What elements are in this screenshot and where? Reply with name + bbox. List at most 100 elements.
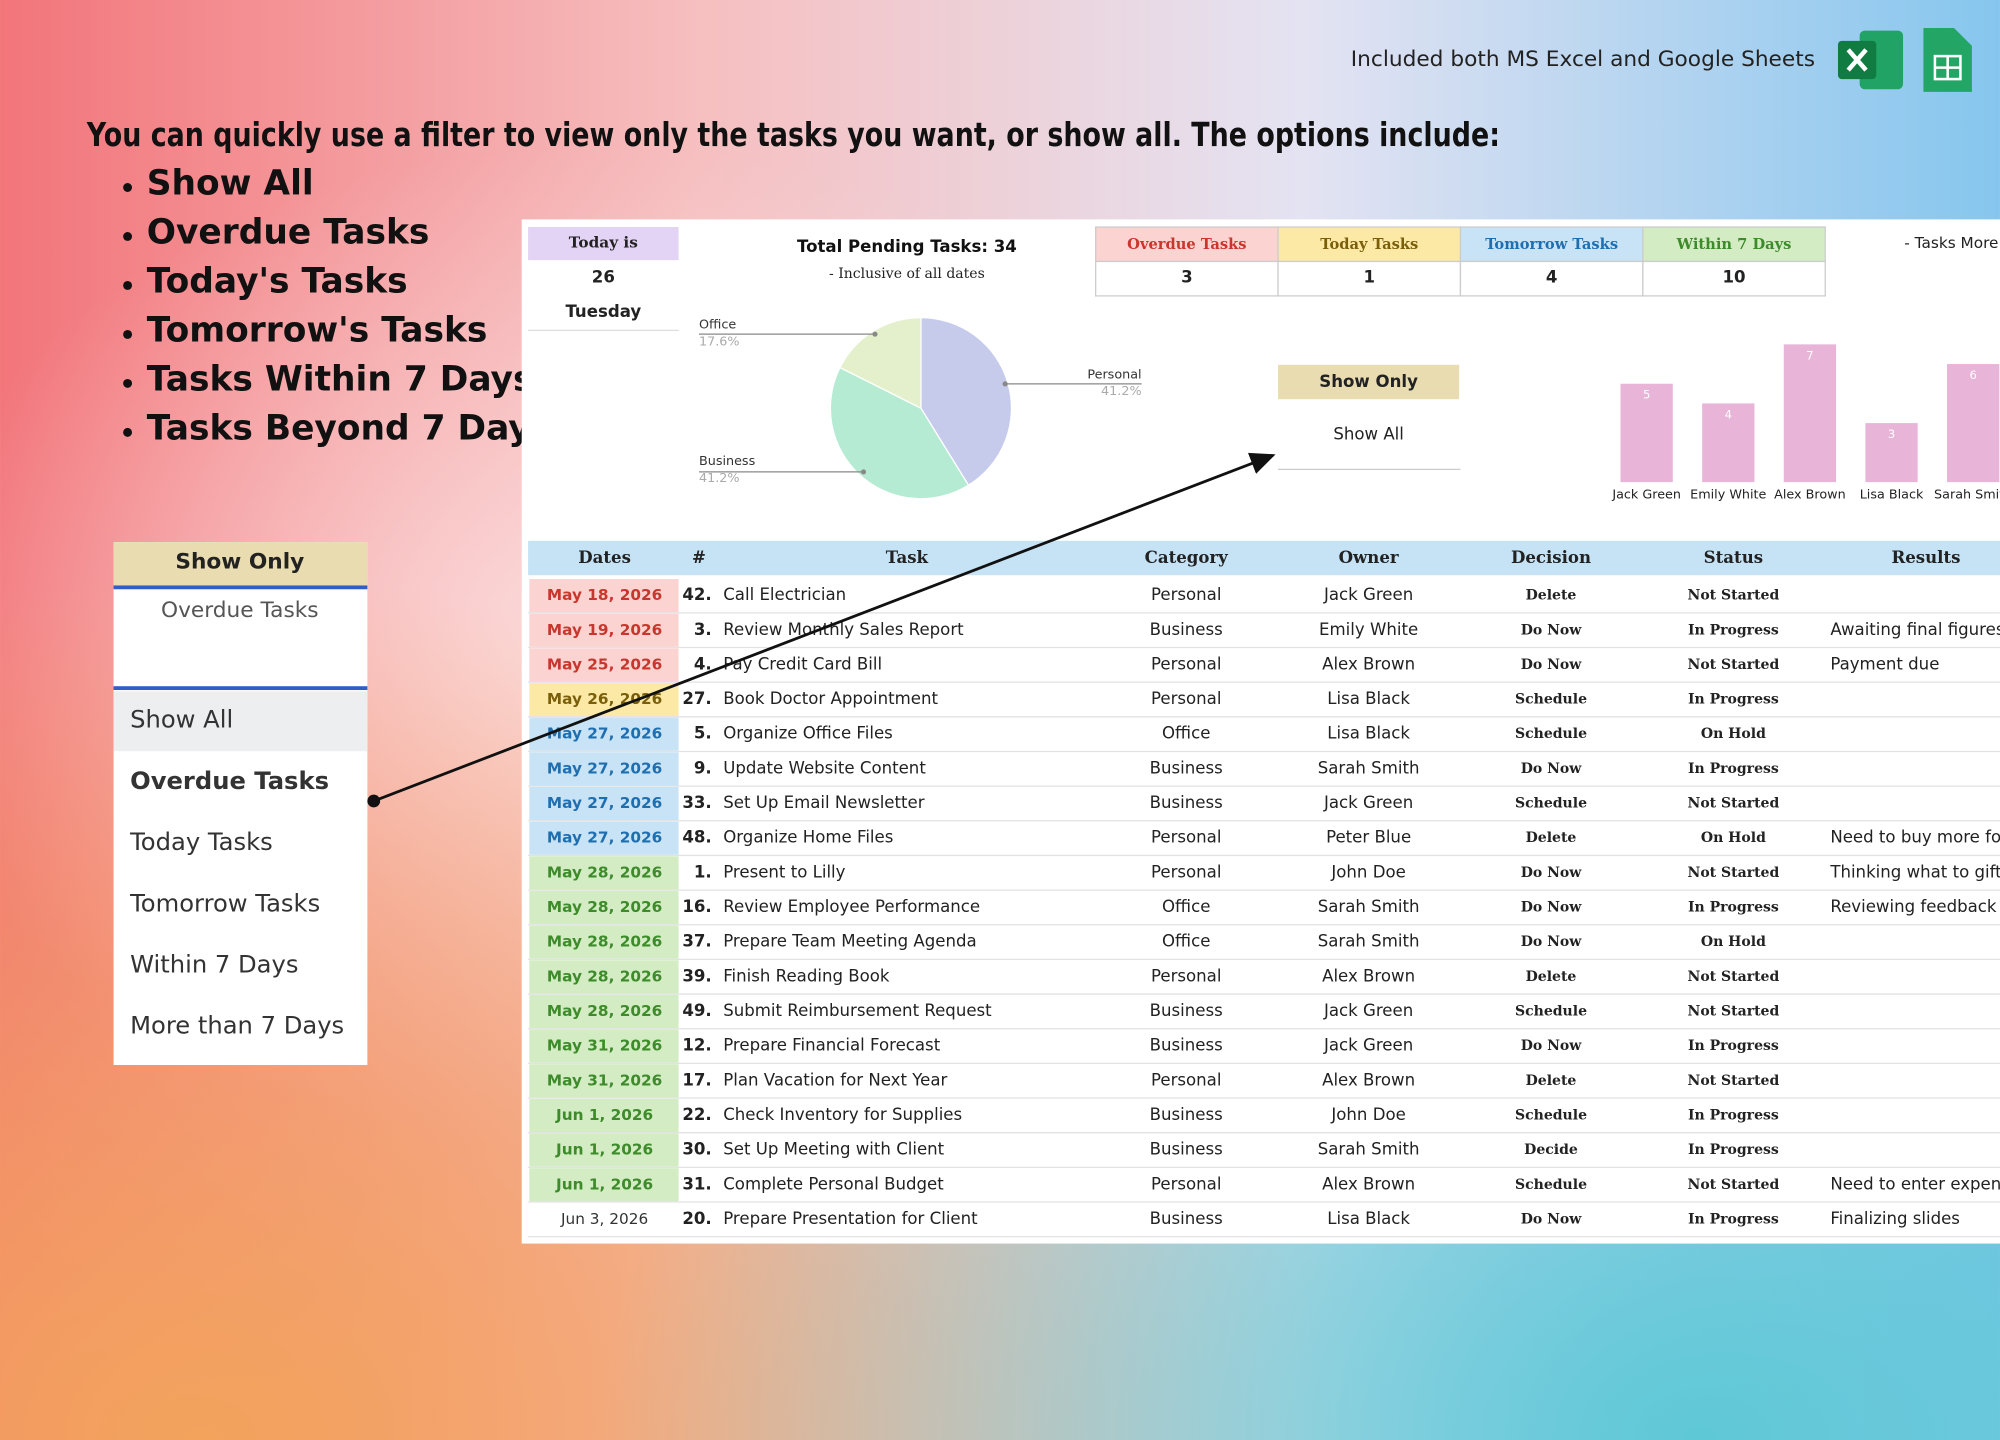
bullet: [123, 427, 133, 437]
category: Business: [1150, 1001, 1223, 1020]
owner: Sarah Smith: [1318, 932, 1420, 951]
date-cell: [529, 960, 679, 994]
date: May 27, 2026: [547, 794, 662, 812]
owner: John Doe: [1330, 1105, 1405, 1124]
date-cell: [529, 890, 679, 925]
date-cell: [529, 1133, 679, 1167]
task: Finish Reading Book: [723, 966, 890, 985]
dropdown-option[interactable]: Today Tasks: [129, 828, 273, 856]
category: Business: [1150, 1105, 1223, 1124]
bar-value-label: 5: [1643, 388, 1650, 402]
arrow: [373, 452, 1276, 803]
divider: [113, 686, 368, 691]
date: May 27, 2026: [547, 829, 662, 847]
dropdown-option[interactable]: More than 7 Days: [130, 1012, 344, 1040]
bar: [1783, 344, 1837, 483]
task: Complete Personal Budget: [723, 1174, 944, 1193]
bar-category-label: Emily White: [1690, 487, 1766, 502]
bullet: [123, 183, 133, 192]
decision: Do Now: [1521, 865, 1583, 881]
decision: Delete: [1526, 969, 1577, 985]
note: Included both MS Excel and Google Sheets: [1351, 47, 1815, 72]
date-cell: [529, 1029, 679, 1063]
result: Finalizing slides: [1830, 1209, 1960, 1228]
date: May 28, 2026: [547, 933, 662, 951]
result: Payment due: [1830, 654, 1939, 673]
bar: [1865, 423, 1918, 483]
column-header: Owner: [1339, 547, 1399, 567]
date-cell: [529, 752, 679, 786]
task: Book Doctor Appointment: [723, 689, 938, 708]
decision: Schedule: [1515, 692, 1587, 708]
status: Not Started: [1688, 657, 1780, 673]
owner: Alex Brown: [1322, 1070, 1415, 1089]
date: May 19, 2026: [547, 621, 662, 639]
bar-category-label: Sarah Smith: [1934, 487, 2000, 502]
status: In Progress: [1688, 622, 1779, 638]
task: Update Website Content: [723, 758, 926, 777]
decision: Do Now: [1521, 1038, 1583, 1054]
owner: Lisa Black: [1327, 689, 1410, 708]
date: May 28, 2026: [547, 967, 662, 985]
owner: Sarah Smith: [1318, 758, 1420, 777]
dropdown: Show Only Overdue Tasks: [113, 542, 368, 1066]
arrow-dot: [367, 794, 381, 808]
dropdown-option[interactable]: Within 7 Days: [130, 951, 298, 979]
dropdown-option[interactable]: Show All: [130, 706, 233, 734]
excel-icon: [1837, 30, 1904, 90]
column-header: Decision: [1511, 547, 1591, 567]
pie-title: Total Pending Tasks: 34: [797, 237, 1017, 256]
decision: Schedule: [1515, 726, 1587, 742]
intro-option: Overdue Tasks: [147, 212, 430, 252]
decision: Delete: [1526, 588, 1577, 604]
date: May 31, 2026: [547, 1037, 662, 1055]
result: Thinking what to gift: [1829, 862, 2000, 881]
filter-value[interactable]: Show All: [1333, 424, 1404, 443]
task-number: 22.: [682, 1105, 711, 1124]
decision: Schedule: [1515, 1003, 1587, 1019]
intro-option: Show All: [147, 163, 314, 203]
status: Not Started: [1688, 1073, 1780, 1089]
task: Present to Lilly: [723, 862, 845, 881]
bar-value-label: 6: [1970, 368, 1977, 382]
decision: Do Now: [1521, 761, 1583, 777]
dropdown-option[interactable]: Tomorrow Tasks: [129, 889, 320, 917]
date-cell: [529, 648, 679, 682]
task: Set Up Email Newsletter: [723, 793, 924, 812]
bar-title: - Tasks More: [1904, 234, 1998, 252]
intro-option: Today's Tasks: [147, 261, 408, 301]
date-cell: [529, 1168, 679, 1202]
task: Pay Credit Card Bill: [723, 654, 882, 673]
summary-cell: [1095, 260, 1279, 297]
date-cell: [529, 717, 679, 751]
task-number: 12.: [682, 1036, 711, 1055]
task: Organize Office Files: [723, 724, 893, 743]
task: Prepare Financial Forecast: [723, 1036, 940, 1055]
owner: Alex Brown: [1322, 966, 1415, 985]
divider: [113, 585, 368, 590]
decision: Schedule: [1515, 1107, 1587, 1123]
category: Personal: [1151, 689, 1221, 708]
status: In Progress: [1688, 1211, 1779, 1227]
dropdown-option[interactable]: Overdue Tasks: [130, 767, 329, 795]
pie-slice: [839, 316, 922, 410]
summary-value: 3: [1181, 268, 1193, 287]
date: May 25, 2026: [547, 655, 662, 673]
dropdown-selected[interactable]: Overdue Tasks: [161, 598, 319, 623]
category: Business: [1150, 620, 1223, 639]
summary-cell: [1642, 260, 1826, 297]
result: Awaiting final figures f: [1830, 620, 2000, 639]
task-number: 30.: [682, 1140, 711, 1159]
status: On Hold: [1701, 726, 1766, 742]
date: May 28, 2026: [547, 898, 662, 916]
task-number: 33.: [682, 793, 711, 812]
date-cell: [529, 1098, 679, 1133]
summary-header: [1277, 226, 1462, 263]
summary-label: Tomorrow Tasks: [1485, 236, 1618, 253]
date: Jun 1, 2026: [555, 1106, 653, 1124]
summary-cell: [1277, 260, 1462, 297]
intro-option: Tasks Within 7 Days: [147, 359, 534, 399]
decision: Delete: [1526, 830, 1577, 846]
task: Organize Home Files: [723, 828, 893, 847]
